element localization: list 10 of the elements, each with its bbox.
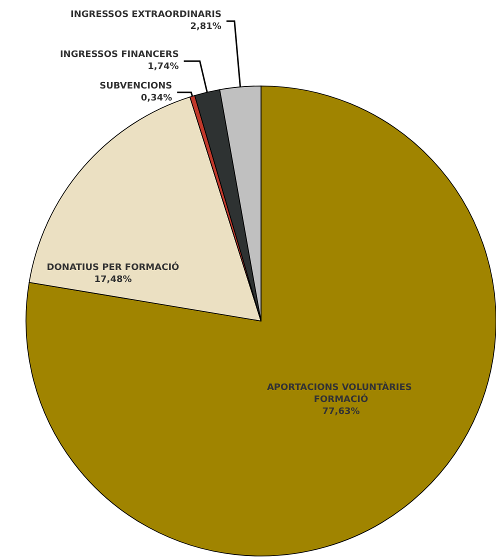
data-label: 2,81%	[190, 22, 222, 32]
slice-label: APORTACIONS VOLUNTÀRIES FORMACIÓ	[266, 381, 416, 405]
slice-label: DONATIUS PER FORMACIÓ	[46, 261, 180, 273]
slice-label: SUBVENCIONS	[100, 81, 172, 92]
data-label: 77,63%	[322, 407, 360, 417]
slice-label: INGRESSOS EXTRAORDINARIS	[70, 10, 222, 20]
data-label: 17,48%	[94, 275, 132, 285]
slice-label: INGRESSOS FINANCERS	[60, 50, 179, 60]
data-label: 0,34%	[140, 93, 172, 104]
data-label: 1,74%	[148, 62, 179, 72]
